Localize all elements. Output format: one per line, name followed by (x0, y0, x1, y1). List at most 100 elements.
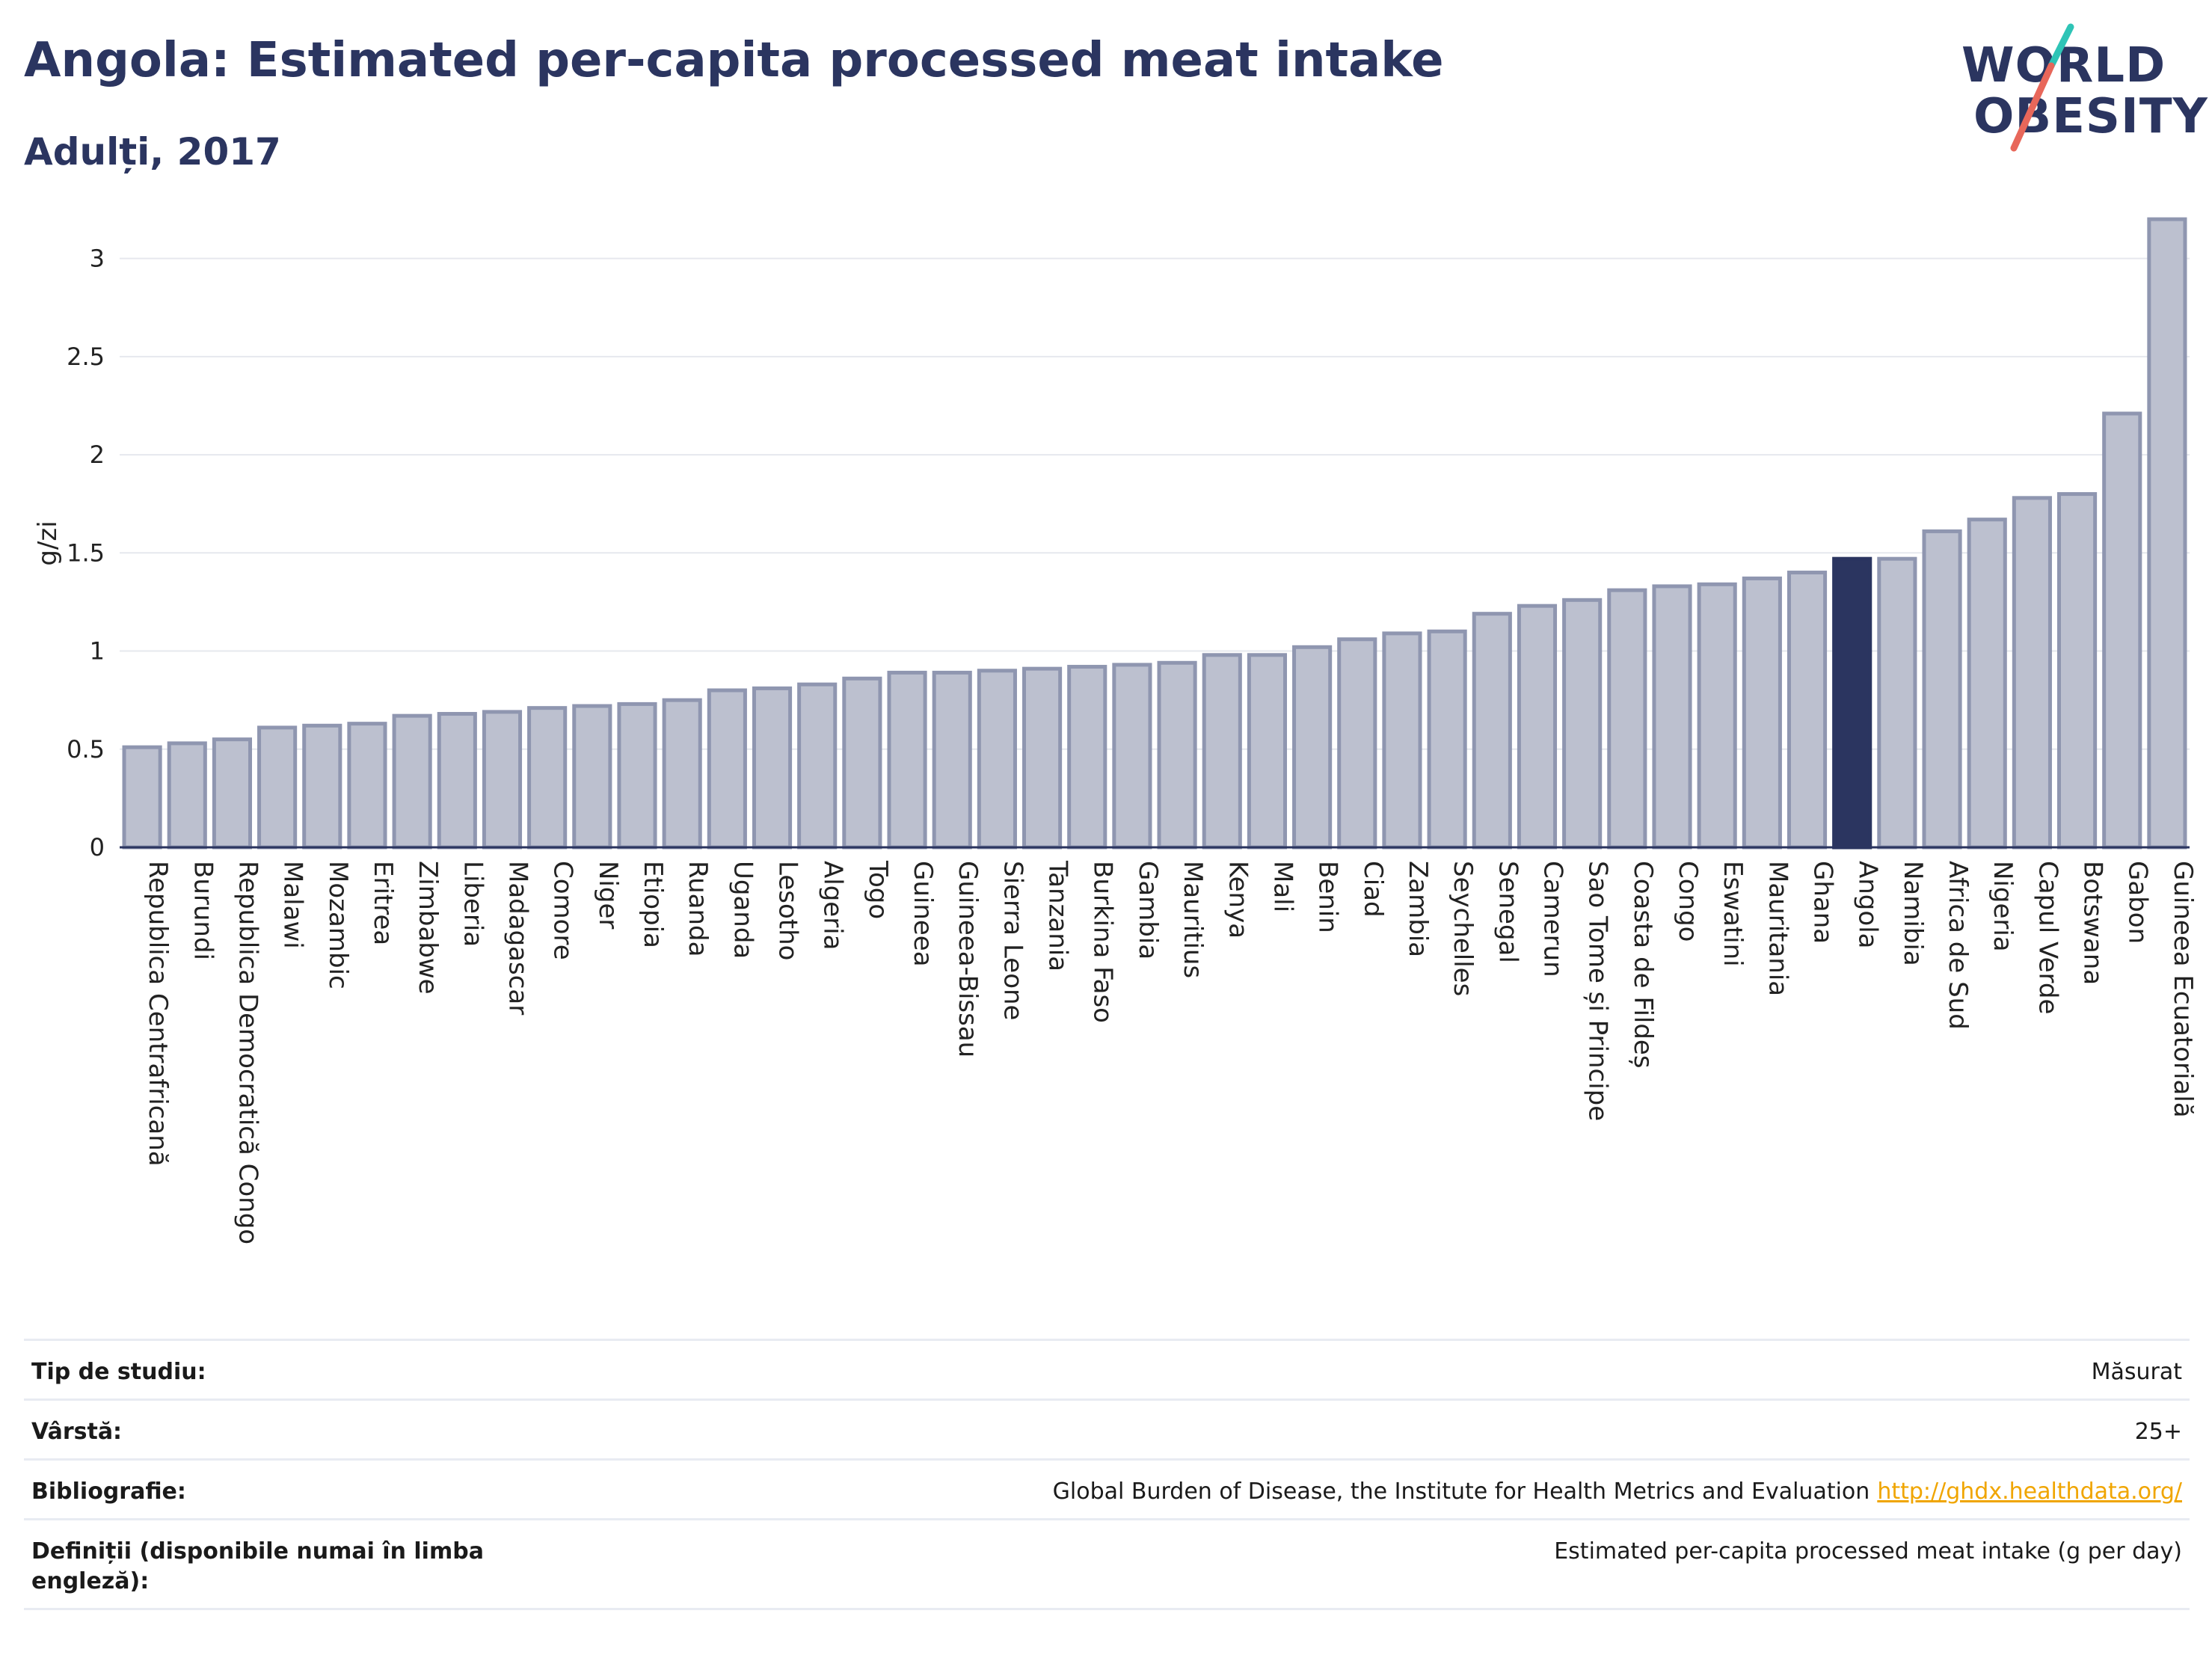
bar (1607, 588, 1647, 850)
x-tick-label: Gabon (2123, 861, 2153, 944)
bar (1382, 631, 1422, 850)
x-tick-label: Congo (1673, 861, 1703, 942)
x-tick-label: Coasta de Fildeș (1628, 861, 1658, 1069)
bar (842, 676, 882, 850)
bar (1427, 629, 1467, 850)
x-tick-label: Mauritius (1178, 861, 1208, 978)
x-tick-label: Guineea Ecuatorială (2168, 861, 2198, 1118)
info-label: Tip de studiu: (31, 1359, 206, 1385)
info-value: Măsurat (2091, 1359, 2182, 1385)
bar-chart: 0 0.5 1 1.5 2 2.5 3 g/zi Republica Centrafricană… (33, 217, 2198, 1244)
x-tick-label: Comore (548, 861, 578, 960)
x-tick-label: Republica Democratică Congo (233, 861, 262, 1244)
bar (1517, 604, 1558, 850)
x-tick-label: Burkina Faso (1088, 861, 1118, 1023)
bar (572, 704, 612, 850)
bibliography-text: Global Burden of Disease, the Institute … (1052, 1479, 1870, 1505)
bar (932, 670, 972, 850)
bar (2102, 411, 2142, 850)
x-tick-label: Angola (1853, 861, 1883, 948)
x-tick-label: Sao Tome și Principe (1583, 861, 1613, 1121)
bar (257, 725, 298, 850)
x-tick-label: Botswana (2078, 861, 2108, 985)
x-tick-label: Guineea-Bissau (953, 861, 983, 1057)
y-tick-label: 1.5 (67, 538, 105, 567)
info-value: Global Burden of Disease, the Institute … (1053, 1477, 2182, 1507)
y-tick-label: 2 (90, 440, 105, 469)
world-obesity-logo[interactable]: WORLD OBESITY (1956, 21, 2208, 156)
y-tick-label: 3 (90, 245, 105, 273)
x-tick-label: Ruanda (683, 861, 713, 957)
x-tick-label: Eritrea (368, 861, 398, 945)
x-tick-label: Namibia (1898, 861, 1928, 966)
bar (1652, 584, 1692, 850)
x-tick-label: Mauritania (1763, 861, 1792, 996)
bar (1337, 637, 1377, 850)
bar (1112, 663, 1152, 850)
bar (1472, 612, 1512, 850)
x-tick-label: Sierra Leone (998, 861, 1027, 1020)
x-tick-label: Republica Centrafricană (143, 861, 173, 1167)
bar (1202, 653, 1242, 850)
bar (662, 698, 702, 850)
x-tick-label: Ghana (1808, 861, 1838, 944)
x-tick-label: Tanzania (1043, 860, 1073, 971)
y-tick-label: 2.5 (67, 343, 105, 371)
bar (797, 682, 838, 850)
bar (212, 737, 253, 850)
bar (302, 723, 342, 850)
y-tick-label: 1 (90, 637, 105, 666)
x-tick-label: Mali (1268, 861, 1297, 912)
bar (1157, 660, 1197, 850)
bar (1247, 653, 1288, 850)
x-tick-label: Seychelles (1448, 861, 1478, 996)
x-tick-label: Senegal (1493, 861, 1523, 963)
bar (1922, 529, 1962, 850)
bar (1787, 571, 1828, 850)
info-value: 25+ (2134, 1419, 2182, 1445)
bar (437, 712, 477, 850)
x-tick-label: Malawi (278, 861, 308, 949)
bar (887, 670, 927, 850)
info-label: Bibliografie: (31, 1479, 186, 1505)
logo-line-1: WORLD (1961, 38, 2166, 93)
bar (977, 669, 1017, 850)
bar (2147, 217, 2187, 850)
y-tick-label: 0 (90, 833, 105, 862)
x-tick-label: Ciad (1358, 861, 1388, 918)
x-tick-label: Eswatini (1718, 861, 1748, 967)
x-tick-label: Etiopia (638, 861, 668, 948)
page-title: Angola: Estimated per-capita processed m… (24, 33, 1444, 88)
x-tick-label: Benin (1313, 861, 1343, 933)
bar (1877, 556, 1917, 850)
x-tick-label: Zimbabwe (413, 861, 443, 995)
info-label: Vârstă: (31, 1419, 123, 1445)
bar (167, 741, 207, 850)
x-tick-label: Camerun (1537, 861, 1567, 977)
x-tick-label: Lesotho (773, 861, 803, 960)
bar (1067, 665, 1107, 850)
bibliography-link[interactable]: http://ghdx.healthdata.org/ (1877, 1479, 2182, 1505)
y-axis-title: g/zi (33, 521, 63, 565)
x-tick-label: Mozambic (323, 861, 353, 989)
bar (392, 713, 432, 850)
bar (122, 745, 162, 850)
bar (707, 688, 747, 850)
info-row-study-type: Tip de studiu: Măsurat (24, 1341, 2190, 1401)
page-subtitle: Adulți, 2017 (24, 130, 281, 174)
x-tick-label: Guineea (908, 861, 938, 967)
bar (1697, 582, 1737, 850)
bar (1832, 556, 1872, 850)
bar (1292, 645, 1333, 850)
bar (347, 722, 387, 850)
info-label: Definiții (disponibile numai în limba en… (31, 1538, 484, 1594)
logo-line-2: OBESITY (1973, 89, 2208, 144)
bar (1967, 518, 2007, 850)
x-tick-label: Gambia (1133, 861, 1163, 959)
x-tick-label: Liberia (458, 861, 488, 947)
bar (2056, 492, 2098, 850)
x-tick-label: Uganda (728, 861, 758, 959)
info-row-bibliography: Bibliografie: Global Burden of Disease, … (24, 1461, 2190, 1520)
info-row-definitions: Definiții (disponibile numai în limba en… (24, 1520, 2190, 1610)
y-tick-label: 0.5 (67, 735, 105, 764)
